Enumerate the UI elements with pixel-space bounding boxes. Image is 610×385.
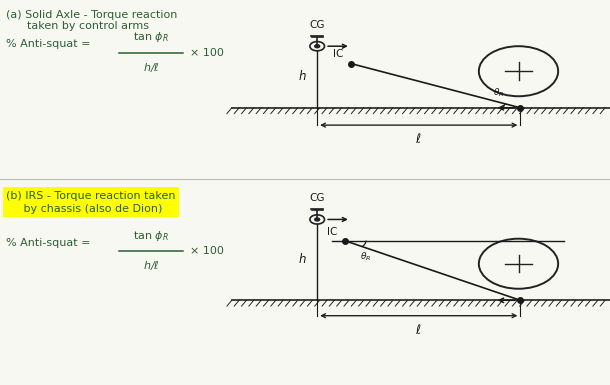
Text: × 100: × 100: [190, 48, 224, 58]
Text: CG: CG: [309, 193, 325, 203]
Text: tan $\phi_R$: tan $\phi_R$: [133, 30, 169, 44]
Text: taken by control arms: taken by control arms: [27, 21, 149, 31]
Text: × 100: × 100: [190, 246, 224, 256]
Text: CG: CG: [309, 20, 325, 30]
Text: % Anti-squat =: % Anti-squat =: [6, 39, 91, 49]
Text: IC: IC: [327, 227, 337, 237]
Text: $\theta_R$: $\theta_R$: [493, 87, 504, 99]
Text: $\ell$: $\ell$: [415, 323, 422, 336]
Text: IC: IC: [333, 49, 343, 59]
Text: (a) Solid Axle - Torque reaction: (a) Solid Axle - Torque reaction: [6, 10, 178, 20]
Circle shape: [315, 218, 320, 221]
Text: % Anti-squat =: % Anti-squat =: [6, 238, 91, 248]
Text: $\ell$: $\ell$: [415, 132, 422, 146]
Text: h/$\ell$: h/$\ell$: [143, 259, 159, 273]
Text: $\theta_R$: $\theta_R$: [360, 250, 371, 263]
Text: (b) IRS - Torque reaction taken
     by chassis (also de Dion): (b) IRS - Torque reaction taken by chass…: [6, 191, 176, 214]
Text: h: h: [299, 253, 306, 266]
Text: h: h: [299, 70, 306, 84]
Text: tan $\phi_R$: tan $\phi_R$: [133, 229, 169, 243]
Text: h/$\ell$: h/$\ell$: [143, 61, 159, 74]
Circle shape: [315, 45, 320, 48]
